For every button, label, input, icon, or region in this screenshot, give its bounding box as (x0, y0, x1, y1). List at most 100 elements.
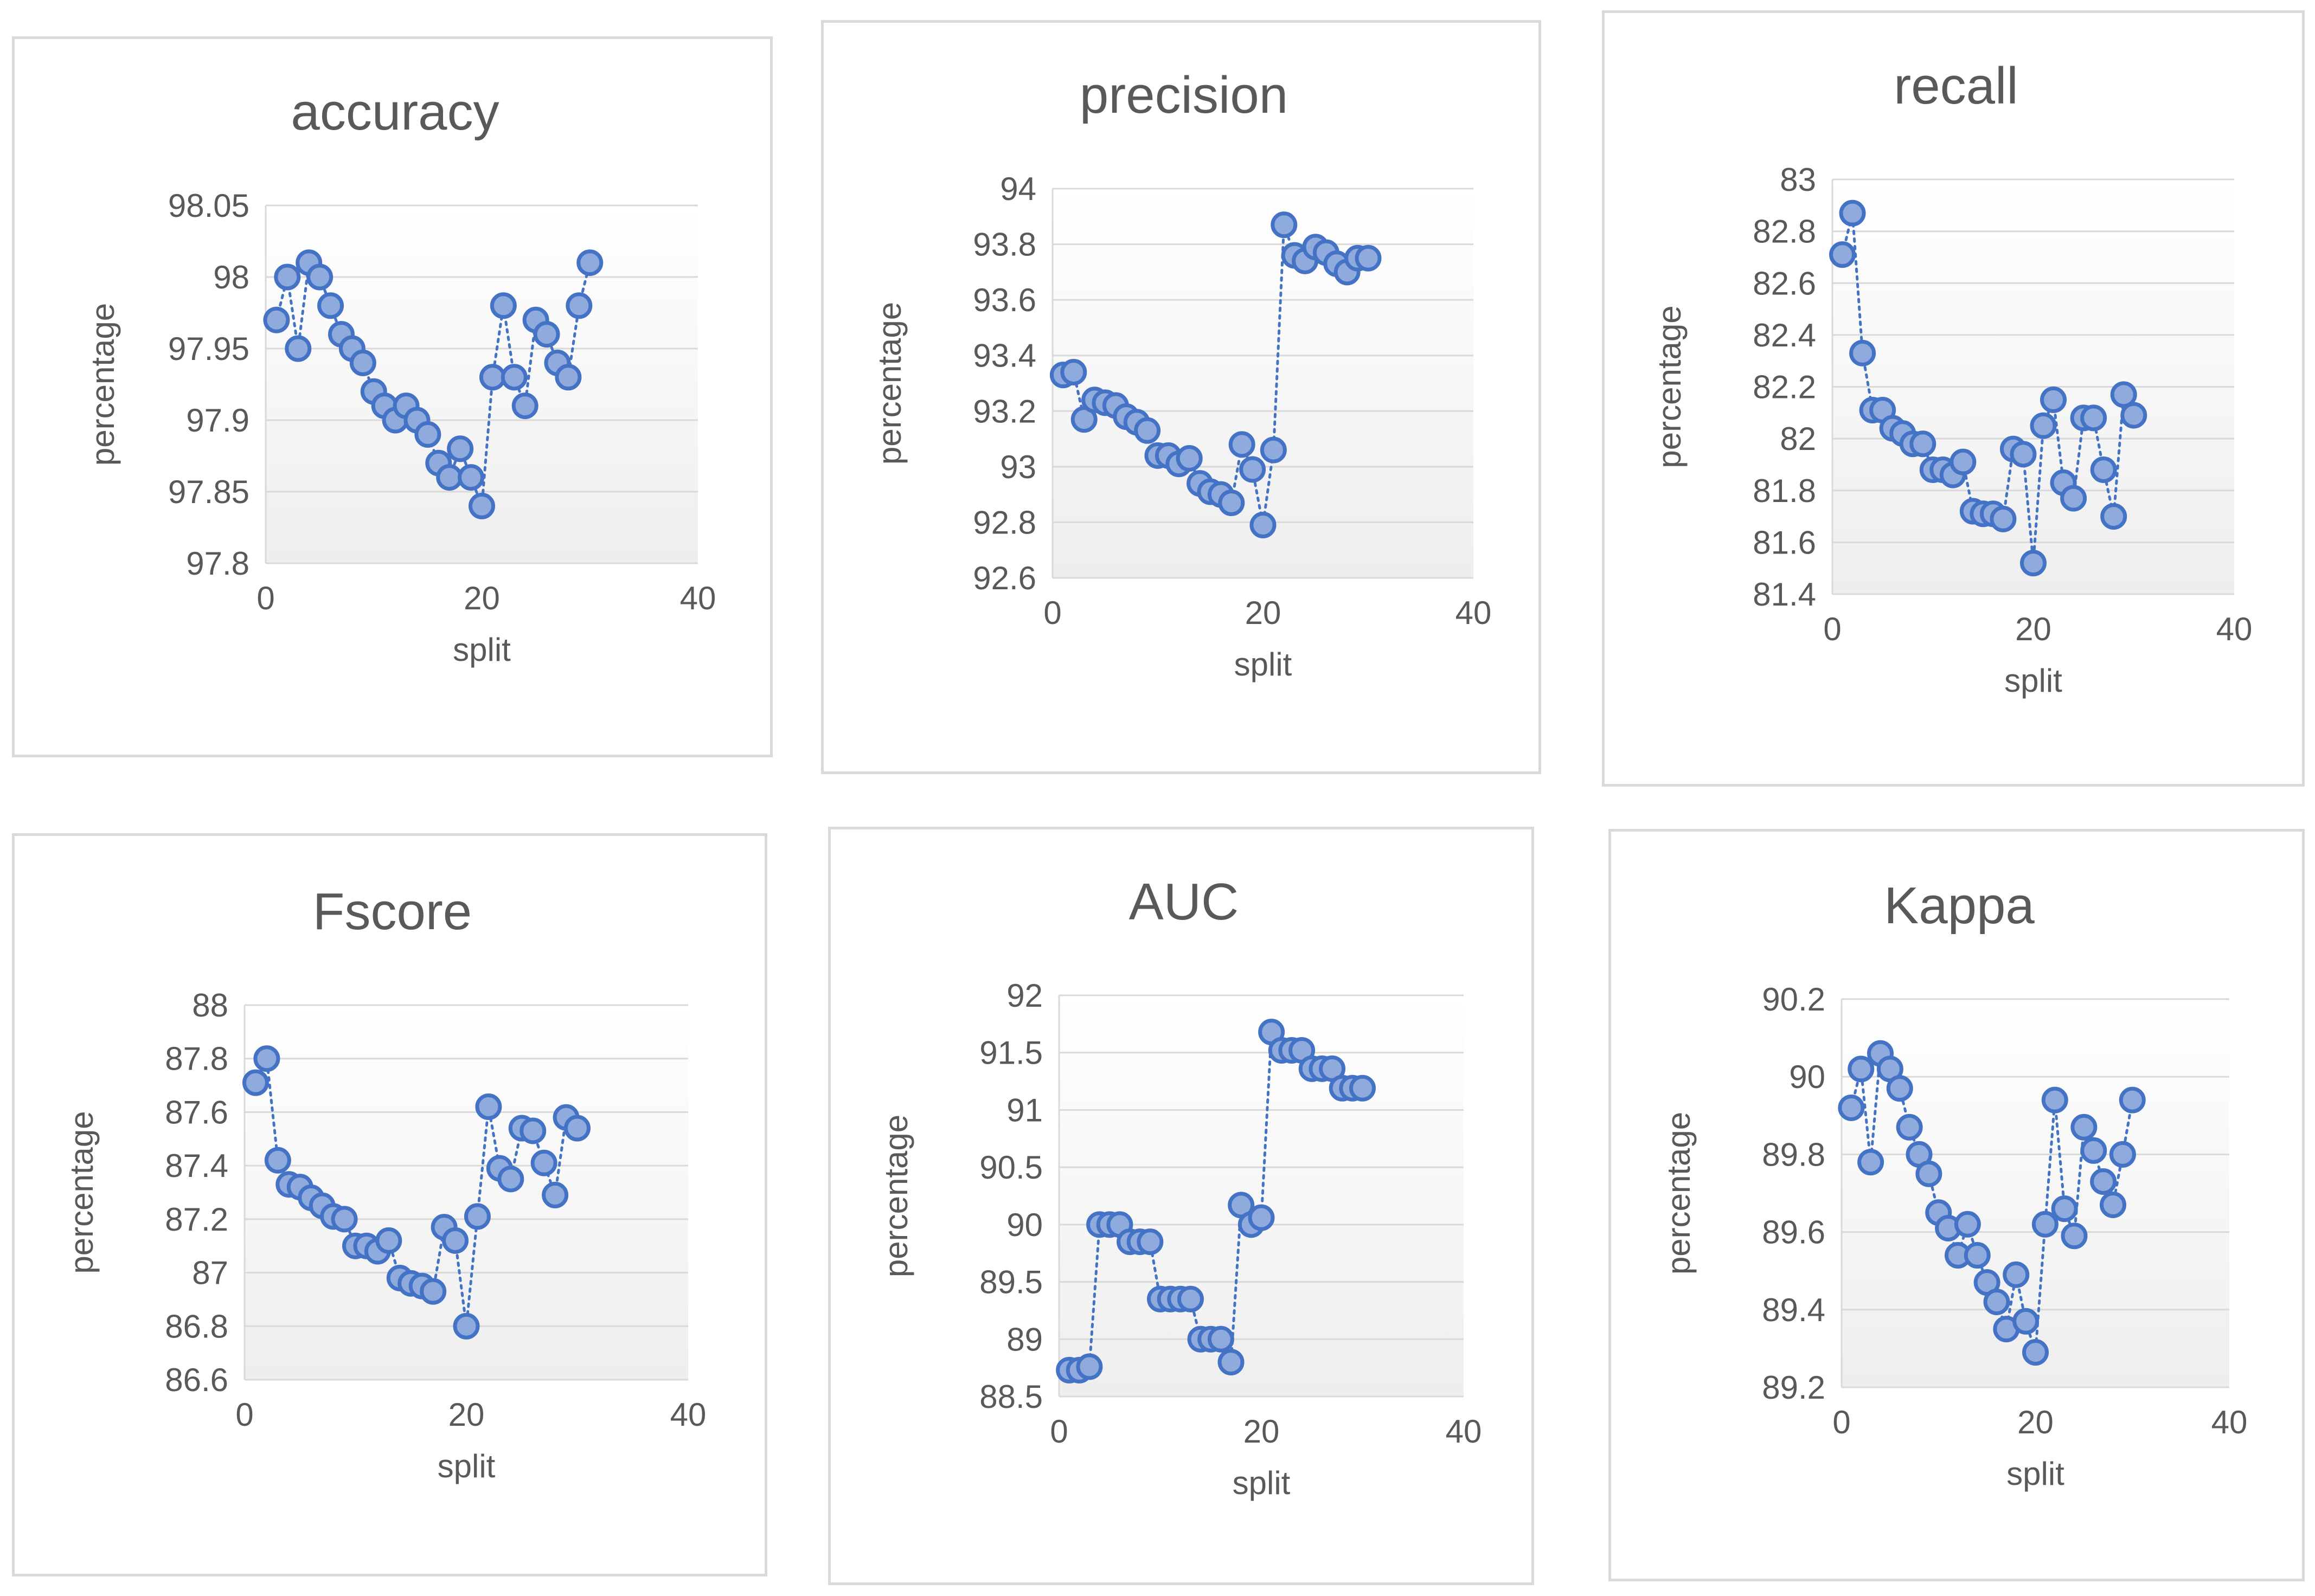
chart-recall: recall 81.4 81.6 81.8 82 82.2 82.4 82.6 82.8 83 0 2… (1651, 57, 2253, 699)
data-point (2100, 503, 2127, 530)
chart-panel-precision: precision 92.6 92.8 93 93.2 93.4 93.6 93.8 94 0 20… (821, 20, 1541, 774)
y-tick-label: 81.8 (1753, 473, 1816, 509)
data-point (1915, 1160, 1942, 1187)
y-tick-label: 82.2 (1753, 369, 1816, 406)
data-point (2030, 412, 2057, 439)
data-point (447, 435, 474, 462)
data-point (1896, 1114, 1923, 1141)
data-point (442, 1227, 469, 1254)
y-tick-label: 92.8 (973, 504, 1036, 540)
y-tick-label: 87 (192, 1255, 228, 1291)
x-tick-label: 20 (464, 580, 500, 616)
chart-title: Kappa (1884, 877, 2035, 935)
x-tick-label: 0 (1043, 595, 1061, 631)
x-tick-label: 40 (670, 1397, 707, 1433)
data-point (1829, 241, 1856, 268)
y-axis-label: percentage (85, 303, 121, 466)
data-point (2051, 1195, 2078, 1222)
y-tick-label: 87.4 (165, 1148, 228, 1184)
data-point (1207, 1325, 1234, 1353)
x-axis-label: split (1234, 646, 1292, 683)
x-axis-label: split (2004, 662, 2062, 699)
y-tick-label: 93.6 (973, 282, 1036, 318)
y-tick-label: 97.95 (168, 331, 249, 367)
data-point (2080, 404, 2107, 432)
data-point (2119, 1086, 2146, 1114)
data-point (2120, 402, 2147, 429)
y-tick-label: 93.2 (973, 393, 1036, 429)
y-tick-label: 93.4 (973, 338, 1036, 374)
data-point (530, 1149, 557, 1176)
y-tick-label: 89.8 (1762, 1136, 1825, 1173)
x-tick-label: 40 (2216, 611, 2253, 647)
x-axis-label: split (438, 1448, 496, 1484)
plot-area (1059, 995, 1464, 1397)
data-point (1217, 1349, 1245, 1376)
data-point (375, 1227, 402, 1254)
y-tick-label: 91 (1006, 1092, 1043, 1128)
data-point (475, 1093, 502, 1121)
chart-title: Fscore (313, 883, 472, 941)
y-tick-label: 90.2 (1762, 981, 1825, 1018)
y-tick-label: 88 (192, 987, 228, 1024)
y-tick-label: 88.5 (979, 1379, 1043, 1415)
data-point (2100, 1191, 2126, 1218)
data-point (420, 1278, 447, 1305)
chart-title: AUC (1129, 873, 1239, 931)
data-point (1218, 490, 1245, 517)
chart-title: precision (1080, 66, 1288, 124)
y-tick-label: 86.8 (165, 1308, 228, 1344)
y-tick-label: 90 (1789, 1059, 1825, 1095)
chart-panel-accuracy: accuracy 97.8 97.85 97.9 97.95 98 98.05 0 20 40 sp… (12, 36, 773, 757)
y-tick-label: 92.6 (973, 560, 1036, 596)
data-point (2110, 381, 2137, 408)
x-axis-label: split (453, 632, 511, 668)
x-tick-label: 0 (1823, 611, 1841, 647)
y-tick-label: 98.05 (168, 188, 249, 224)
data-point (1249, 512, 1277, 539)
data-point (564, 1115, 591, 1142)
x-tick-label: 0 (256, 580, 274, 616)
chart-precision: precision 92.6 92.8 93 93.2 93.4 93.6 93.8 94 0 20… (871, 66, 1492, 683)
data-point (511, 392, 538, 420)
data-point (464, 1203, 491, 1230)
x-tick-label: 40 (680, 580, 716, 616)
y-tick-label: 87.6 (165, 1094, 228, 1130)
y-tick-label: 81.4 (1753, 576, 1816, 613)
y-tick-label: 91.5 (979, 1035, 1043, 1071)
data-point (2090, 456, 2117, 483)
data-point (1950, 448, 1977, 475)
data-point (1848, 1056, 1875, 1083)
y-tick-label: 87.8 (165, 1041, 228, 1077)
y-tick-label: 82.6 (1753, 265, 1816, 301)
data-point (2070, 1114, 2098, 1141)
data-point (349, 349, 376, 376)
y-axis-label: percentage (63, 1111, 100, 1273)
data-point (1228, 431, 1255, 458)
data-point (264, 1147, 291, 1174)
data-point (285, 335, 312, 362)
data-point (436, 464, 463, 491)
data-point (1239, 456, 1266, 483)
data-point (253, 1045, 280, 1072)
data-point (1177, 1285, 1204, 1312)
chart-accuracy: accuracy 97.8 97.85 97.9 97.95 98 98.05 0 20 40 sp… (85, 83, 716, 668)
data-point (2020, 550, 2047, 577)
x-tick-label: 20 (1243, 1413, 1280, 1450)
chart-title: accuracy (291, 83, 499, 141)
x-tick-label: 40 (2211, 1404, 2248, 1440)
data-point (1060, 358, 1087, 385)
data-point (520, 1117, 547, 1144)
y-tick-label: 97.9 (186, 402, 249, 439)
data-point (1355, 244, 1382, 272)
y-tick-label: 81.6 (1753, 524, 1816, 561)
data-point (317, 292, 344, 319)
x-axis-label: split (2006, 1456, 2064, 1492)
data-point (2022, 1339, 2049, 1366)
x-tick-label: 40 (1455, 595, 1492, 631)
y-tick-label: 90.5 (979, 1149, 1043, 1186)
chart-panel-recall: recall 81.4 81.6 81.8 82 82.2 82.4 82.6 82.8 83 0 2… (1602, 10, 2305, 787)
y-tick-label: 83 (1780, 162, 1816, 198)
data-point (1134, 417, 1161, 444)
y-axis-label: percentage (1660, 1112, 1697, 1275)
